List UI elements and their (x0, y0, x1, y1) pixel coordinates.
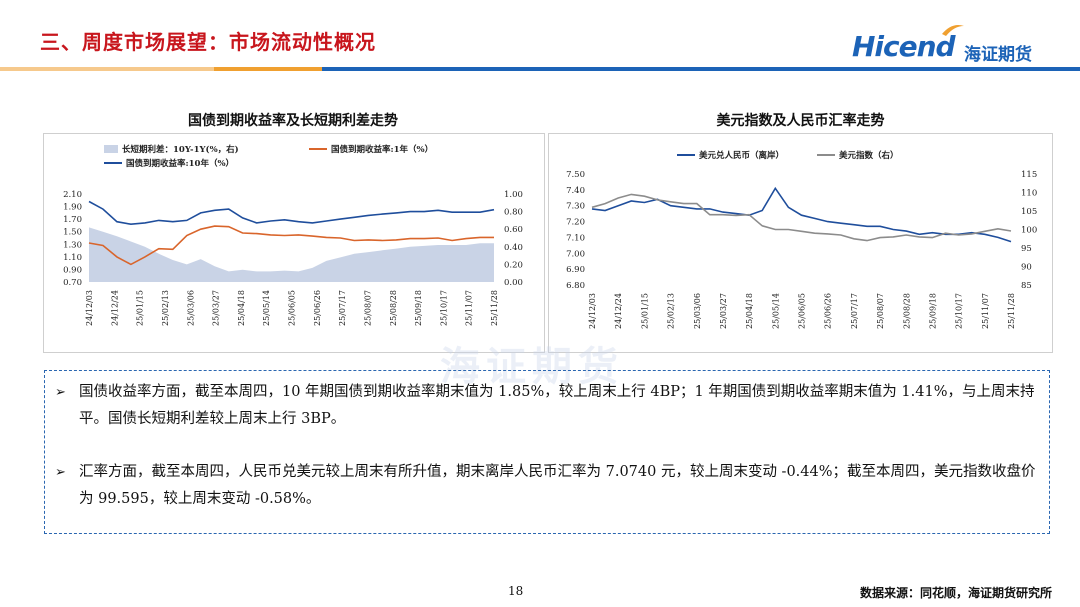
note-text: 汇率方面，截至本周四，人民币兑美元较上周末有所升值，期末离岸人民币汇率为 7.0… (79, 464, 1036, 507)
x-tick-label: 25/11/07 (981, 293, 990, 329)
x-tick-label: 25/03/27 (719, 293, 728, 329)
x-tick-label: 25/02/13 (161, 290, 170, 326)
x-tick-label: 24/12/03 (85, 290, 94, 326)
logo-text-cn: 海证期货 (964, 45, 1032, 65)
x-tick-label: 25/11/07 (465, 290, 474, 326)
y-left-tick-label: 2.10 (63, 190, 82, 200)
header-bar-orange (214, 67, 322, 71)
logo-text-en: Hicend (852, 30, 956, 63)
x-tick-label: 25/01/15 (136, 290, 145, 326)
series-line-2 (88, 200, 495, 226)
legend-label: 美元指数（右） (839, 150, 899, 161)
note-bond-yield: ➢ 国债收益率方面，截至本周四，10 年期国债到期收益率期末值为 1.85%，较… (55, 379, 1039, 433)
y-left-tick-label: 7.10 (566, 233, 585, 243)
bond-yield-chart: 2.10 1.90 1.70 1.50 1.30 1.10 0.90 0.70 1.00 0.80… (63, 144, 523, 326)
header-bar-light-orange (0, 67, 214, 71)
y-left-tick-label: 0.90 (63, 265, 82, 275)
chart2-panel: 7.50 7.40 7.30 7.20 7.10 7.00 6.90 6.80 115 110 10… (548, 133, 1053, 353)
fx-chart: 7.50 7.40 7.30 7.20 7.10 7.00 6.90 6.80 115 110 10… (566, 150, 1037, 329)
x-tick-label: 25/03/27 (212, 290, 221, 326)
data-source: 数据来源：同花顺，海证期货研究所 (859, 586, 1052, 600)
y-right-tick-label: 0.80 (504, 208, 523, 218)
notes-box: ➢ 国债收益率方面，截至本周四，10 年期国债到期收益率期末值为 1.85%，较… (44, 370, 1050, 534)
x-tick-label: 25/03/06 (186, 290, 195, 326)
x-tick-label: 25/10/17 (955, 293, 964, 329)
y-right-tick-label: 110 (1021, 189, 1037, 199)
legend-label: 长短期利差：10Y-1Y(%，右) (122, 144, 239, 155)
y-left-tick-label: 7.30 (566, 202, 585, 212)
y-left-tick-label: 1.10 (63, 253, 82, 263)
x-tick-label: 25/06/05 (288, 290, 297, 326)
chart1-panel: 2.10 1.90 1.70 1.50 1.30 1.10 0.90 0.70 1.00 0.80… (43, 133, 545, 353)
page-number: 18 (508, 584, 524, 598)
legend-label: 美元兑人民币（离岸） (699, 150, 784, 161)
x-tick-label: 25/06/26 (824, 293, 833, 329)
y-right-tick-label: 0.00 (504, 278, 523, 288)
x-tick-label: 25/04/18 (237, 290, 246, 326)
x-tick-label: 25/08/07 (363, 290, 372, 326)
y-right-tick-label: 85 (1021, 281, 1032, 291)
company-logo: Hicend 海证期货 (852, 25, 1052, 68)
x-tick-label: 24/12/24 (614, 293, 623, 329)
legend-label: 国债到期收益率:10年（%） (126, 158, 234, 169)
series-line-0 (591, 186, 1012, 243)
x-tick-label: 25/11/28 (1007, 293, 1016, 329)
note-text: 国债收益率方面，截至本周四，10 年期国债到期收益率期末值为 1.85%，较上周… (79, 384, 1035, 427)
page-title: 三、周度市场展望：市场流动性概况 (40, 30, 376, 54)
x-tick-label: 24/12/03 (588, 293, 597, 329)
logo-swoosh-icon (942, 25, 964, 36)
x-tick-label: 25/10/17 (439, 290, 448, 326)
y-left-tick-label: 6.80 (566, 281, 585, 291)
x-tick-label: 25/02/13 (667, 293, 676, 329)
header-bar-blue (322, 67, 1080, 71)
x-tick-label: 25/03/06 (693, 293, 702, 329)
x-tick-label: 25/08/28 (389, 290, 398, 326)
legend-swatch (104, 145, 118, 153)
y-right-tick-label: 95 (1021, 244, 1032, 254)
x-tick-label: 25/06/05 (798, 293, 807, 329)
x-tick-label: 25/07/17 (850, 293, 859, 329)
series-line-1 (88, 225, 494, 266)
y-left-tick-label: 7.40 (566, 186, 585, 196)
y-right-tick-label: 115 (1021, 170, 1037, 180)
arrow-bullet-icon: ➢ (55, 385, 66, 400)
x-tick-label: 25/08/28 (902, 293, 911, 329)
arrow-bullet-icon: ➢ (55, 465, 66, 480)
y-left-tick-label: 7.20 (566, 218, 585, 228)
x-tick-label: 25/08/07 (876, 293, 885, 329)
y-left-tick-label: 7.50 (566, 170, 585, 180)
x-tick-label: 25/09/18 (928, 293, 937, 329)
x-tick-label: 25/09/18 (414, 290, 423, 326)
x-tick-label: 25/05/14 (262, 290, 271, 326)
y-right-tick-label: 100 (1021, 226, 1037, 236)
y-left-tick-label: 6.90 (566, 265, 585, 275)
y-left-tick-label: 1.70 (63, 215, 82, 225)
y-right-tick-label: 90 (1021, 263, 1032, 273)
y-right-tick-label: 0.60 (504, 225, 523, 235)
y-left-tick-label: 0.70 (63, 278, 82, 288)
note-fx: ➢ 汇率方面，截至本周四，人民币兑美元较上周末有所升值，期末离岸人民币汇率为 7… (55, 459, 1039, 513)
x-tick-label: 25/01/15 (640, 293, 649, 329)
chart1-title: 国债到期收益率及长短期利差走势 (188, 113, 398, 129)
legend-label: 国债到期收益率:1年（%） (331, 144, 433, 155)
watermark: 海证期货 (440, 344, 624, 390)
y-left-tick-label: 7.00 (566, 249, 585, 259)
x-tick-label: 24/12/24 (110, 290, 119, 326)
x-tick-label: 25/07/17 (338, 290, 347, 326)
x-tick-label: 25/05/14 (771, 293, 780, 329)
y-left-tick-label: 1.50 (63, 228, 82, 238)
x-tick-label: 25/11/28 (490, 290, 499, 326)
chart2-title: 美元指数及人民币汇率走势 (716, 113, 885, 129)
series-area-0 (89, 227, 494, 282)
y-left-tick-label: 1.90 (63, 203, 82, 213)
x-tick-label: 25/06/26 (313, 290, 322, 326)
y-left-tick-label: 1.30 (63, 240, 82, 250)
y-right-tick-label: 1.00 (504, 190, 523, 200)
series-line-1 (591, 193, 1012, 242)
x-tick-label: 25/04/18 (745, 293, 754, 329)
y-right-tick-label: 0.40 (504, 243, 523, 253)
y-right-tick-label: 0.20 (504, 260, 523, 270)
y-right-tick-label: 105 (1021, 207, 1037, 217)
